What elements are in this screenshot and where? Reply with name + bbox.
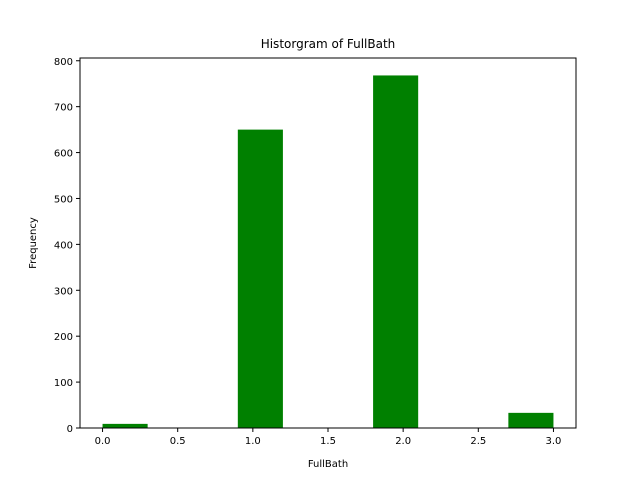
- chart-title: Historgram of FullBath: [261, 37, 396, 51]
- plot-frame: [79, 57, 577, 429]
- y-tick-label: 800: [54, 57, 73, 68]
- histogram-bar-9: [508, 412, 554, 428]
- x-tick-label: 1.5: [320, 436, 336, 447]
- histogram-bar-3: [237, 129, 283, 428]
- x-tick-label: 1.0: [245, 436, 261, 447]
- x-tick-label: 2.0: [395, 436, 411, 447]
- x-tick-label: 3.0: [546, 436, 562, 447]
- x-tick-label: 0.0: [95, 436, 111, 447]
- y-tick-label: 400: [54, 240, 73, 251]
- x-tick-label: 2.5: [470, 436, 486, 447]
- y-tick-label: 200: [54, 332, 73, 343]
- y-axis-ticks: 0 100 200 300 400 500 600 700 800: [54, 57, 80, 435]
- x-axis-label: FullBath: [308, 459, 348, 470]
- bars-group: [102, 75, 554, 429]
- y-tick-label: 300: [54, 286, 73, 297]
- x-tick-label: 0.5: [170, 436, 186, 447]
- histogram-bar-0: [102, 423, 148, 428]
- y-tick-label: 100: [54, 378, 73, 389]
- y-tick-label: 500: [54, 194, 73, 205]
- y-tick-label: 0: [67, 424, 73, 435]
- y-tick-label: 700: [54, 103, 73, 114]
- x-axis-ticks: 0.0 0.5 1.0 1.5 2.0 2.5 3.0: [95, 428, 562, 447]
- histogram-bar-6: [373, 75, 419, 429]
- y-tick-label: 600: [54, 149, 73, 160]
- y-axis-label: Frequency: [28, 217, 39, 269]
